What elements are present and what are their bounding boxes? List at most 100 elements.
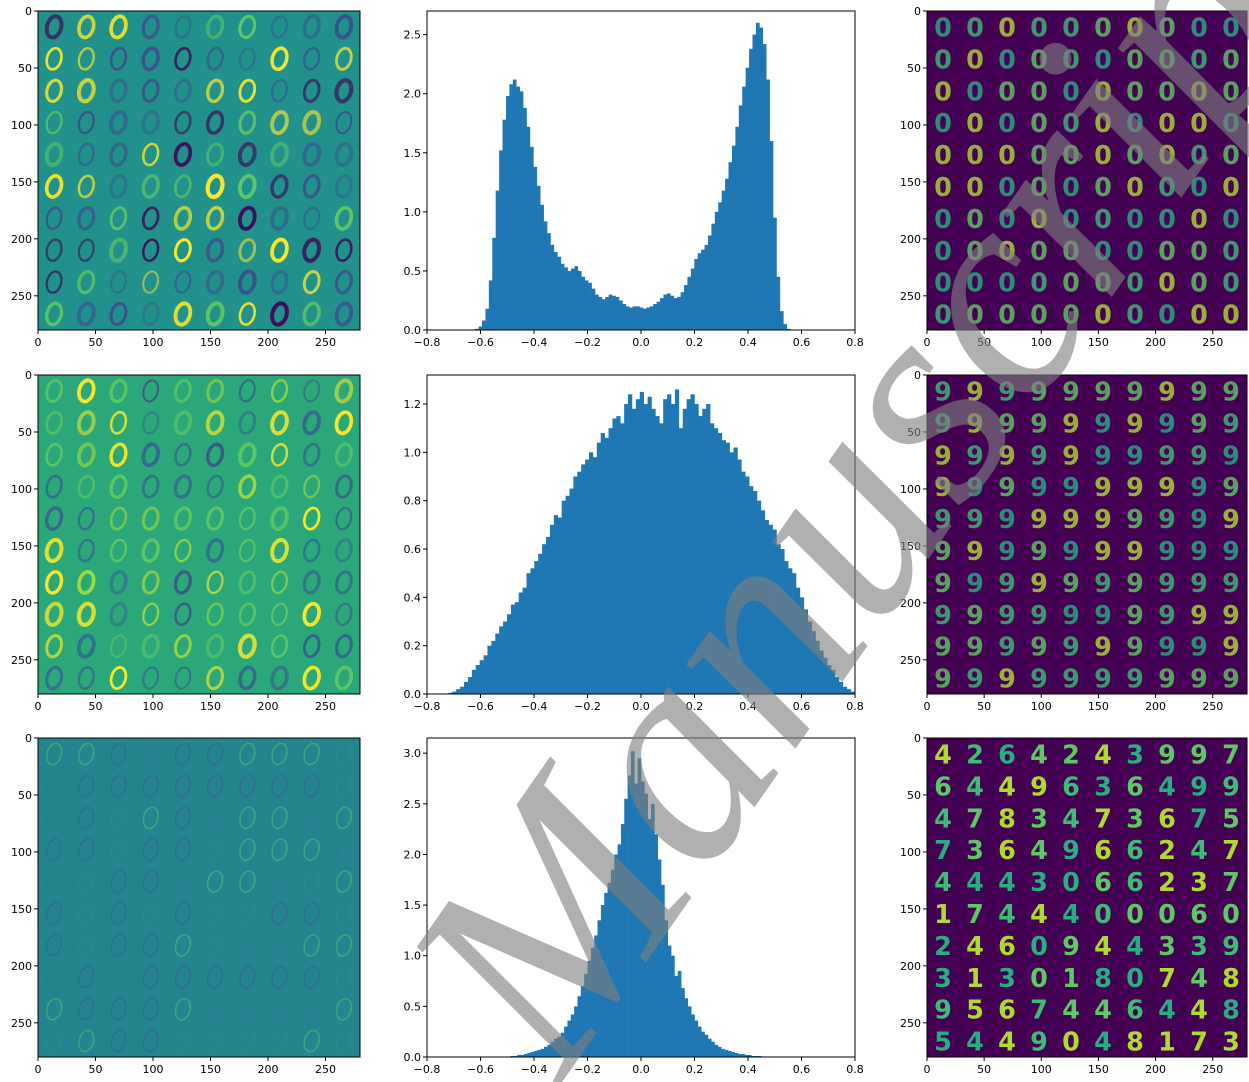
generated-digit-cell: 0	[934, 77, 952, 107]
generated-digit-cell: 6	[998, 836, 1016, 866]
weight-image-cell	[271, 997, 288, 1021]
histogram-bar	[627, 775, 632, 1057]
histogram-bar	[580, 986, 585, 1057]
histogram-bar	[661, 884, 665, 1057]
generated-digit-cell: 0	[966, 205, 984, 235]
weight-image-cell	[174, 78, 192, 103]
histogram-bar	[644, 793, 648, 1057]
generated-digit-cell: 0	[934, 269, 952, 299]
weight-image-cell	[142, 238, 160, 262]
weight-image-cell	[238, 78, 257, 103]
generated-digit-cell: 0	[1094, 45, 1112, 75]
histogram-bar	[666, 293, 671, 330]
weight-image-cell	[238, 238, 257, 263]
weight-image-cell	[302, 665, 321, 691]
histogram-bar	[604, 892, 608, 1057]
generated-digit-cell: 9	[1158, 378, 1176, 408]
generated-digit-cell: 9	[998, 505, 1016, 535]
histogram-bar	[827, 665, 832, 694]
histogram-bar	[577, 270, 582, 330]
generated-digit-cell: 4	[1030, 900, 1048, 930]
weight-image-cell	[77, 142, 95, 167]
weight-image-cell	[45, 1029, 63, 1053]
generated-digit-cell: 0	[1158, 173, 1176, 203]
histogram-bar	[518, 592, 523, 694]
weight-image-cell	[303, 838, 320, 862]
histogram-bar	[674, 389, 680, 694]
y-tick-label: 0	[25, 5, 32, 18]
histogram-bar	[585, 459, 590, 694]
x-tick-label: −0.4	[521, 336, 548, 349]
digit-grid-row1-left	[44, 14, 354, 327]
generated-digit-cell: 9	[1222, 665, 1240, 695]
histogram-bar	[526, 573, 531, 694]
histogram-bar	[735, 126, 740, 330]
histogram-bar	[762, 44, 767, 330]
x-tick-label: 0.2	[686, 336, 704, 349]
histogram-bar	[573, 476, 578, 694]
weight-image-cell	[141, 78, 160, 103]
histogram-bar	[721, 440, 726, 694]
generated-digit-cell: 3	[1222, 1028, 1240, 1058]
histogram-bar	[815, 640, 820, 694]
generated-digit-cell: 4	[1158, 996, 1176, 1026]
generated-digit-cell: 0	[1094, 205, 1112, 235]
generated-digit-cell: 6	[998, 741, 1016, 771]
histogram-bar	[495, 190, 500, 330]
weight-image-cell	[76, 410, 96, 436]
histogram-bar	[629, 307, 633, 330]
weight-image-cell	[78, 838, 95, 862]
y-tick-label: 150	[11, 176, 32, 189]
weight-image-cell	[334, 205, 354, 231]
weight-image-cell	[45, 206, 63, 231]
histogram-bar	[737, 459, 742, 694]
generated-digit-cell: 0	[966, 14, 984, 44]
weight-image-cell	[174, 666, 192, 690]
weight-image-cell	[45, 78, 64, 103]
weight-image-cell	[271, 1029, 288, 1053]
histogram-bar	[846, 689, 851, 694]
generated-digit-cell: 0	[998, 237, 1016, 267]
weight-image-cell	[334, 474, 353, 499]
histogram-bar	[478, 326, 483, 330]
weight-image-cell	[270, 410, 289, 436]
y-tick-label: 50	[18, 62, 32, 75]
generated-digit-cell: 0	[934, 141, 952, 171]
generated-digit-cell: 9	[1030, 409, 1048, 439]
weight-image-cell	[271, 602, 288, 626]
weight-image-cell	[270, 237, 289, 263]
histogram-bar	[745, 67, 750, 331]
histogram-bar	[591, 288, 596, 330]
generated-digit-cell: 1	[934, 900, 952, 930]
generated-digit-cell: 9	[1158, 441, 1176, 471]
weight-image-cell	[239, 965, 256, 989]
generated-digit-cell: 0	[1126, 301, 1144, 331]
histogram-bar	[631, 408, 637, 694]
generated-digit-cell: 0	[966, 269, 984, 299]
histogram-bar	[456, 689, 461, 694]
generated-digit-cell: 0	[998, 205, 1016, 235]
histogram-bar	[742, 86, 746, 330]
histogram-bar	[540, 204, 544, 330]
generated-digit-cell: 9	[1190, 473, 1208, 503]
generated-digit-cell: 9	[1030, 441, 1048, 471]
generated-digit-cell: 9	[1158, 537, 1176, 567]
panel-row3-right: 4 2 6 4 2 4 3 9 9 76 4 4 9 6 3 6 4 9 94 7 8 3 4 7 3 6 7 57 3 6 4 9 6 6 2 4 7…	[900, 732, 1248, 1076]
generated-digit-cell: 0	[998, 14, 1016, 44]
weight-image-cell	[78, 742, 95, 766]
y-tick-label: 0.0	[404, 324, 422, 337]
histogram-bar	[772, 529, 777, 694]
x-tick-label: 0.4	[739, 700, 757, 713]
y-tick-label: 0.0	[404, 1051, 422, 1064]
histogram-bar	[667, 945, 672, 1057]
generated-digit-cell: 4	[1094, 741, 1112, 771]
histogram-bar	[608, 428, 613, 694]
image-row2-right	[927, 375, 1247, 694]
histogram-bar	[639, 307, 644, 330]
histogram-bar	[487, 645, 492, 694]
generated-digit-cell: 9	[1158, 741, 1176, 771]
generated-digit-cell: 9	[1190, 741, 1208, 771]
generated-digit-cell: 0	[1158, 14, 1176, 44]
generated-digit-cell: 8	[1222, 996, 1240, 1026]
generated-digit-cell: 9	[1062, 836, 1080, 866]
